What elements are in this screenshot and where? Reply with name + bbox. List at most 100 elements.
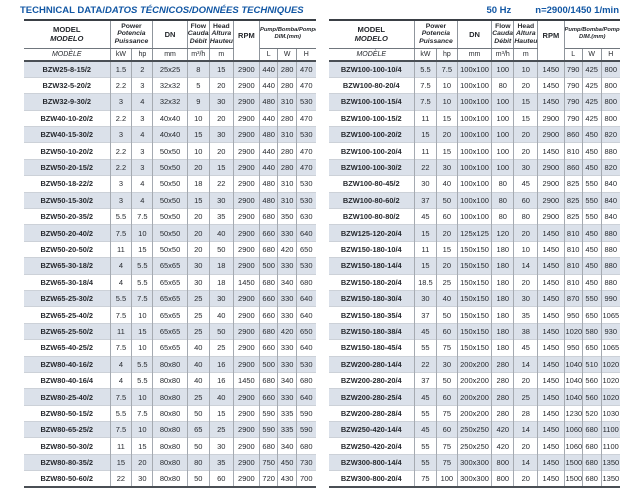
table-row: BZW250-420-14/4 45 60 250x250 420 14 1450 1060 6… xyxy=(328,421,620,438)
value-cell: 680 xyxy=(258,273,279,291)
unit-height: H xyxy=(600,48,620,61)
value-cell: 20 xyxy=(208,109,234,127)
model-cell: BZW150-180-35/4 xyxy=(328,306,415,324)
value-cell: 22 xyxy=(208,175,234,193)
unit-flow: m³/h xyxy=(186,48,210,61)
unit-width: W xyxy=(581,48,602,61)
unit-length: L xyxy=(563,48,583,61)
table-row: BZW100-100-30/2 22 30 100x100 100 30 2900 860 45… xyxy=(328,158,620,176)
table-row: BZW100-80-20/4 7.5 10 100x100 80 20 1450 790 425… xyxy=(328,76,620,94)
value-cell: 80x80 xyxy=(152,453,188,471)
value-cell: 30 xyxy=(186,273,210,291)
value-cell: 1450 xyxy=(537,437,565,455)
table-row: BZW100-100-15/2 11 15 100x100 100 15 2900 790 42… xyxy=(328,109,620,127)
model-cell: BZW80-80-35/2 xyxy=(24,453,111,471)
value-cell: 32x32 xyxy=(152,76,188,94)
value-cell: 4 xyxy=(131,93,154,111)
col-head-header: Head Altura Hauteur xyxy=(208,20,234,49)
value-cell: 700 xyxy=(296,470,316,488)
value-cell: 20 xyxy=(513,371,539,389)
col-dn-header: DN xyxy=(152,20,188,49)
unit-flow: m³/h xyxy=(491,48,515,61)
value-cell: 10 xyxy=(186,109,210,127)
value-cell: 100x100 xyxy=(456,191,493,209)
value-cell: 930 xyxy=(600,322,620,340)
value-cell: 50 xyxy=(186,470,210,488)
model-cell: BZW50-18-22/2 xyxy=(24,175,111,193)
value-cell: 1450 xyxy=(537,388,565,406)
table-row: BZW40-10-20/2 2.2 3 40x40 10 20 2900 440 280 470 xyxy=(24,109,316,127)
value-cell: 1450 xyxy=(537,453,565,471)
model-cell: BZW100-100-15/4 xyxy=(328,93,415,111)
model-cell: BZW150-180-45/4 xyxy=(328,339,415,357)
table-header: MODEL MODELO Power Potencia Puissance DN… xyxy=(24,20,316,62)
value-cell: 550 xyxy=(581,289,602,307)
unit-kw: kW xyxy=(109,48,133,61)
value-cell: 75 xyxy=(435,404,458,422)
value-cell: 1450 xyxy=(537,371,565,389)
value-cell: 1040 xyxy=(563,355,583,373)
value-cell: 950 xyxy=(563,306,583,324)
value-cell: 65x65 xyxy=(152,306,188,324)
value-cell: 50 xyxy=(435,371,458,389)
value-cell: 3 xyxy=(131,109,154,127)
value-cell: 720 xyxy=(258,470,279,488)
page-title-main: TECHNICAL DATA/ xyxy=(20,5,105,16)
value-cell: 2900 xyxy=(232,109,261,127)
technical-data-table-left: MODEL MODELO Power Potencia Puissance DN… xyxy=(24,19,316,489)
col-model-header: MODEL MODELO xyxy=(328,20,415,49)
value-cell: 37 xyxy=(414,371,437,389)
model-cell: BZW100-100-10/4 xyxy=(328,60,415,78)
col-dn-header: DN xyxy=(456,20,493,49)
value-cell: 650 xyxy=(296,240,316,258)
value-cell: 11 xyxy=(109,437,133,455)
value-cell: 100 xyxy=(491,126,515,143)
tables-container: MODEL MODELO Power Potencia Puissance DN… xyxy=(0,19,627,489)
value-cell: 25 xyxy=(186,306,210,324)
value-cell: 330 xyxy=(277,339,297,357)
value-cell: 500 xyxy=(258,355,279,373)
value-cell: 3 xyxy=(131,76,154,94)
value-cell: 16 xyxy=(208,355,234,373)
power-label-en: Power xyxy=(121,22,142,30)
table-row: BZW150-180-38/4 45 60 150x150 180 38 1450 1020 5… xyxy=(328,322,620,340)
head-label-fr: Hauteur xyxy=(209,38,234,46)
value-cell: 60 xyxy=(435,208,458,225)
value-cell: 440 xyxy=(258,76,279,94)
value-cell: 20 xyxy=(435,126,458,143)
value-cell: 10 xyxy=(513,240,539,258)
model-cell: BZW200-280-20/4 xyxy=(328,371,415,389)
value-cell: 1450 xyxy=(537,60,565,78)
table-row: BZW80-40-16/4 4 5.5 80x80 40 16 1450 680 340 680 xyxy=(24,371,316,389)
model-cell: BZW65-25-40/2 xyxy=(24,306,111,324)
value-cell: 15 xyxy=(186,191,210,209)
value-cell: 22 xyxy=(109,470,133,488)
value-cell: 280 xyxy=(277,76,297,94)
value-cell: 280 xyxy=(277,142,297,160)
value-cell: 7.5 xyxy=(109,421,133,438)
value-cell: 1500 xyxy=(563,453,583,471)
value-cell: 1450 xyxy=(537,306,565,324)
table-row: BZW100-80-80/2 45 60 100x100 80 80 2900 825 550 8… xyxy=(328,208,620,225)
table-right-body: BZW100-100-10/4 5.5 7.5 100x100 100 10 1450 790… xyxy=(328,60,620,488)
value-cell: 500 xyxy=(258,257,279,275)
model-cell: BZW100-100-20/2 xyxy=(328,126,415,143)
value-cell: 750 xyxy=(258,453,279,471)
value-cell: 15 xyxy=(513,109,539,127)
value-cell: 8 xyxy=(186,60,210,78)
value-cell: 75 xyxy=(435,339,458,357)
model-label-es: MODELO xyxy=(50,34,84,44)
value-cell: 20 xyxy=(513,142,539,160)
value-cell: 280 xyxy=(491,404,515,422)
value-cell: 680 xyxy=(258,240,279,258)
value-cell: 100 xyxy=(491,60,515,78)
value-cell: 310 xyxy=(277,126,297,143)
model-cell: BZW125-120-20/4 xyxy=(328,224,415,242)
value-cell: 50x50 xyxy=(152,191,188,209)
table-row: BZW300-800-20/4 75 100 300x300 800 20 1450 1500… xyxy=(328,470,620,488)
model-cell: BZW300-800-14/4 xyxy=(328,453,415,471)
value-cell: 1020 xyxy=(600,371,620,389)
value-cell: 40x40 xyxy=(152,126,188,143)
model-cell: BZW80-25-40/2 xyxy=(24,388,111,406)
value-cell: 7.5 xyxy=(109,224,133,242)
